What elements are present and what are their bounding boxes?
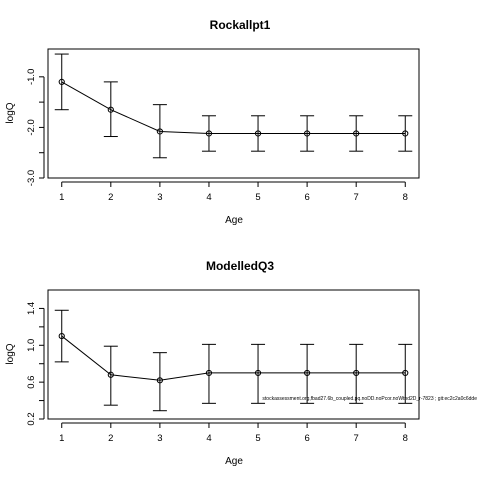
y-tick-label: -1.0 (26, 69, 37, 85)
x-tick-label: 5 (255, 192, 260, 203)
data-point (254, 130, 262, 137)
y-tick-label: -3.0 (26, 170, 37, 186)
data-point (304, 369, 311, 377)
series-line (61, 81, 406, 134)
x-tick-label: 8 (403, 192, 408, 203)
data-point (402, 369, 409, 377)
error-bars (54, 53, 413, 159)
data-point (58, 332, 65, 340)
error-bar (152, 352, 167, 412)
x-tick-label: 3 (157, 192, 162, 203)
data-point (353, 130, 360, 137)
x-axis-label: Age (225, 456, 243, 467)
chart-title: Rockallpt1 (210, 18, 271, 32)
panel-rockallpt1: Rockallpt1 Age logQ 1 2 3 4 5 6 7 8 -1.0 -2.0 -3.… (5, 18, 420, 226)
y-tick-label: 0.2 (26, 412, 37, 425)
data-point (107, 106, 114, 113)
series-line (61, 335, 406, 381)
data-points (58, 78, 409, 137)
x-tick-label: 5 (255, 433, 260, 444)
error-bar (201, 343, 216, 404)
x-tick-label: 2 (108, 433, 113, 444)
x-tick-label: 1 (59, 433, 64, 444)
x-tick-label: 8 (403, 433, 408, 444)
plot-frame (47, 289, 420, 420)
data-point (304, 130, 311, 137)
footnote: stockassessment.org,fbad27.6b_coupled.pq… (262, 396, 477, 402)
x-axis-label: Age (225, 215, 243, 226)
error-bars (54, 309, 413, 412)
y-axis-label: logQ (5, 102, 16, 123)
x-tick-label: 4 (206, 433, 211, 444)
plot-frame (47, 48, 420, 179)
data-point (353, 369, 360, 377)
data-points (58, 332, 409, 384)
data-point (156, 377, 163, 384)
y-tick-label: 0.6 (26, 376, 37, 389)
x-tick-label: 1 (59, 192, 64, 203)
x-ticks: 1 2 3 4 5 6 7 8 (59, 181, 408, 203)
y-tick-label: 1.0 (26, 339, 37, 352)
x-tick-label: 6 (304, 192, 309, 203)
x-tick-label: 2 (108, 192, 113, 203)
x-tick-label: 4 (206, 192, 211, 203)
data-point (107, 371, 114, 378)
error-bar (251, 343, 266, 404)
error-bar (300, 343, 315, 404)
x-tick-label: 7 (354, 433, 359, 444)
chart-title: ModelledQ3 (206, 259, 274, 273)
y-tick-label: -2.0 (26, 119, 37, 135)
x-ticks: 1 2 3 4 5 6 7 8 (59, 422, 408, 444)
data-point (205, 369, 213, 377)
x-tick-label: 6 (304, 433, 309, 444)
y-tick-label: 1.4 (26, 302, 37, 315)
error-bar (103, 345, 118, 406)
error-bar (54, 53, 69, 111)
error-bar (349, 343, 364, 404)
series-polyline (61, 81, 406, 134)
series-polyline (61, 335, 406, 381)
data-point (156, 128, 163, 135)
data-point (205, 130, 213, 137)
data-point (58, 78, 65, 85)
error-bar (54, 309, 69, 363)
x-tick-label: 3 (157, 433, 162, 444)
y-ticks: 0.2 0.6 1.0 1.4 (26, 302, 45, 426)
y-axis-label: logQ (5, 343, 16, 364)
data-point (402, 130, 409, 137)
y-ticks: -1.0 -2.0 -3.0 (26, 69, 45, 186)
error-bar (398, 343, 413, 404)
x-tick-label: 7 (354, 192, 359, 203)
data-point (254, 369, 262, 377)
panel-modelledq3: ModelledQ3 Age logQ 1 2 3 4 5 6 7 8 0.2 0.6 1.0 1.… (5, 259, 477, 467)
